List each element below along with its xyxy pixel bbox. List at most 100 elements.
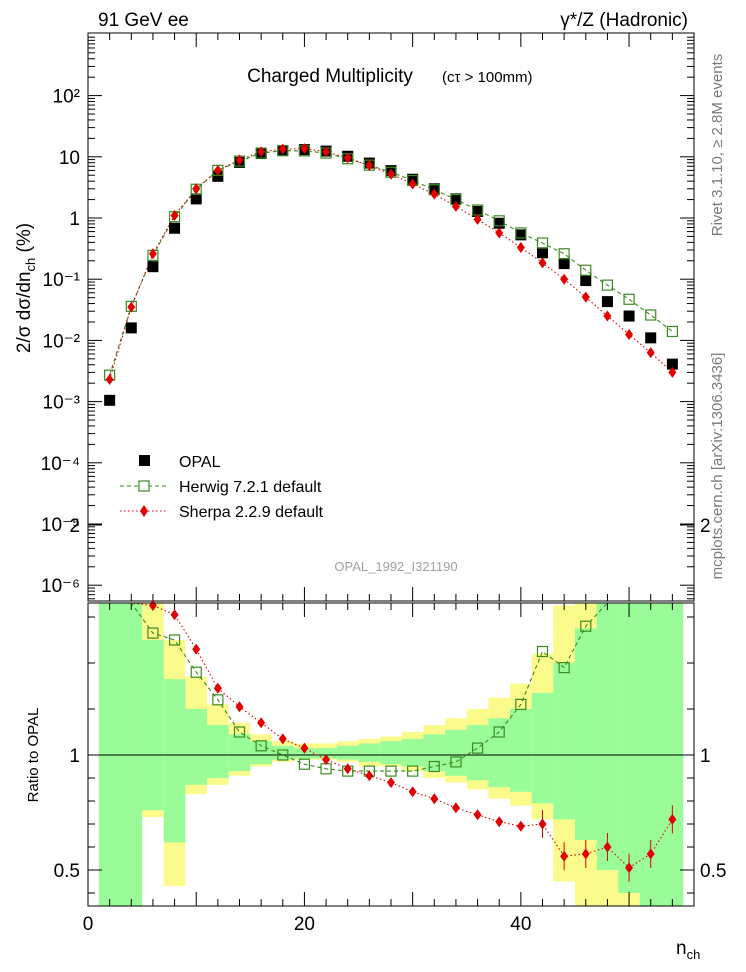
ratio-herwig-line (109, 602, 673, 772)
ratio-sherpa-point (322, 754, 331, 766)
sherpa-point (603, 310, 612, 322)
svg-text:nch: nch (676, 938, 700, 962)
ratio-green-band (358, 743, 381, 762)
ratio-herwig-point (233, 726, 246, 738)
opal-point (104, 394, 116, 406)
energy-label: 91 GeV ee (98, 10, 189, 31)
herwig-point (580, 264, 592, 276)
sherpa-point (387, 168, 395, 180)
ratio-y-tick-labels: 0.5 0.5 1 1 2 2 (54, 516, 727, 882)
ratio-herwig-point (515, 698, 527, 711)
opal-point (623, 310, 635, 322)
ratio-sherpa-point (560, 850, 569, 862)
opal-point (125, 322, 137, 334)
ratio-green-band (315, 748, 337, 759)
ratio-herwig-point (255, 740, 267, 752)
ratio-sherpa-point (213, 682, 222, 694)
opal-point (645, 332, 657, 344)
legend-marker-opal (139, 455, 150, 466)
ratio-green-band (553, 663, 575, 820)
main-y-tick-label: 10⁻⁴ (41, 454, 80, 475)
main-y-tick-label: 1 (69, 209, 80, 230)
ratio-y-tick-label-right: 0.5 (700, 861, 726, 882)
ratio-x-tick-label: 0 (83, 914, 94, 935)
sherpa-point (451, 200, 460, 212)
ratio-green-band (618, 603, 640, 893)
opal-point (537, 247, 548, 259)
main-y-axis-label: 2/σ dσ/dnch (%) (14, 223, 38, 353)
ratio-sherpa-point (451, 802, 460, 814)
opal-point (450, 193, 462, 205)
legend: OPAL Herwig 7.2.1 default Sherpa 2.2.9 d… (120, 454, 324, 521)
sherpa-line (109, 148, 673, 380)
legend-marker-herwig (138, 480, 150, 492)
sherpa-point (322, 146, 331, 158)
sherpa-point (365, 160, 374, 172)
herwig-point (645, 309, 657, 321)
plot-title-note: (cτ > 100mm) (442, 69, 533, 86)
ratio-sherpa-point (668, 813, 677, 825)
herwig-point (536, 237, 549, 249)
ratio-herwig-point (428, 760, 440, 773)
ratio-herwig-point (385, 765, 397, 777)
ratio-uncertainty-bands (88, 603, 694, 906)
ratio-herwig-point (190, 666, 202, 678)
legend-label-herwig: Herwig 7.2.1 default (179, 479, 322, 496)
legend-label-sherpa: Sherpa 2.2.9 default (179, 504, 324, 521)
sherpa-point (625, 328, 634, 340)
herwig-point (558, 248, 570, 260)
ratio-green-band (250, 741, 272, 765)
sherpa-point (213, 164, 222, 176)
sherpa-point (170, 209, 179, 221)
sherpa-point (473, 213, 482, 225)
sherpa-point (278, 143, 287, 155)
ratio-frame (87, 602, 695, 907)
svg-text:2/σ dσ/dnch (%): 2/σ dσ/dnch (%) (14, 223, 38, 353)
ratio-x-tick-labels: 0 20 40 (83, 914, 532, 935)
ratio-x-tick-label: 20 (294, 914, 315, 935)
sherpa-point (495, 227, 504, 239)
ratio-sherpa-point (495, 816, 504, 828)
mcplots-label: mcplots.cern.ch [arXiv:1306.3436] (709, 353, 726, 580)
ratio-green-band (445, 729, 467, 776)
ratio-green-band (488, 718, 511, 788)
main-y-tick-label: 10⁻³ (43, 393, 81, 414)
ratio-herwig-point (277, 749, 289, 761)
opal-point (515, 229, 527, 241)
sherpa-point (646, 347, 655, 359)
ratio-green-band (380, 741, 402, 765)
sherpa-point (538, 257, 547, 269)
ratio-herwig-point (536, 645, 549, 658)
herwig-point (601, 279, 614, 291)
ratio-sherpa-point (257, 717, 266, 729)
ratio-sherpa-point (235, 701, 244, 713)
opal-point (493, 217, 505, 229)
main-series (104, 143, 678, 406)
herwig-point (515, 227, 527, 239)
sherpa-point (408, 178, 417, 190)
ratio-herwig-point (298, 758, 311, 770)
sherpa-point (105, 373, 114, 385)
ratio-sherpa-point (365, 770, 374, 782)
ratio-axis-ticks (87, 524, 695, 906)
ratio-green-band (574, 628, 597, 841)
ratio-herwig-point (471, 742, 484, 754)
opal-point (169, 222, 181, 234)
ratio-herwig-point (450, 756, 462, 768)
sherpa-point (127, 301, 136, 313)
ratio-green-band (423, 734, 446, 772)
ratio-y-tick-label-left: 0.5 (54, 861, 80, 882)
ratio-x-tick-label: 40 (510, 914, 531, 935)
ratio-sherpa-point (625, 862, 634, 874)
ratio-sherpa-point (430, 793, 439, 805)
ratio-sherpa-point (300, 742, 309, 754)
opal-point (666, 358, 678, 370)
ratio-herwig-point (212, 694, 224, 706)
herwig-point (666, 325, 678, 338)
main-y-tick-label: 10⁻¹ (43, 270, 81, 291)
main-y-tick-label: 10² (53, 87, 80, 108)
opal-point (558, 258, 570, 270)
ratio-sherpa-point (343, 763, 352, 775)
sherpa-point (257, 146, 266, 158)
analysis-watermark: OPAL_1992_I321190 (334, 559, 457, 574)
